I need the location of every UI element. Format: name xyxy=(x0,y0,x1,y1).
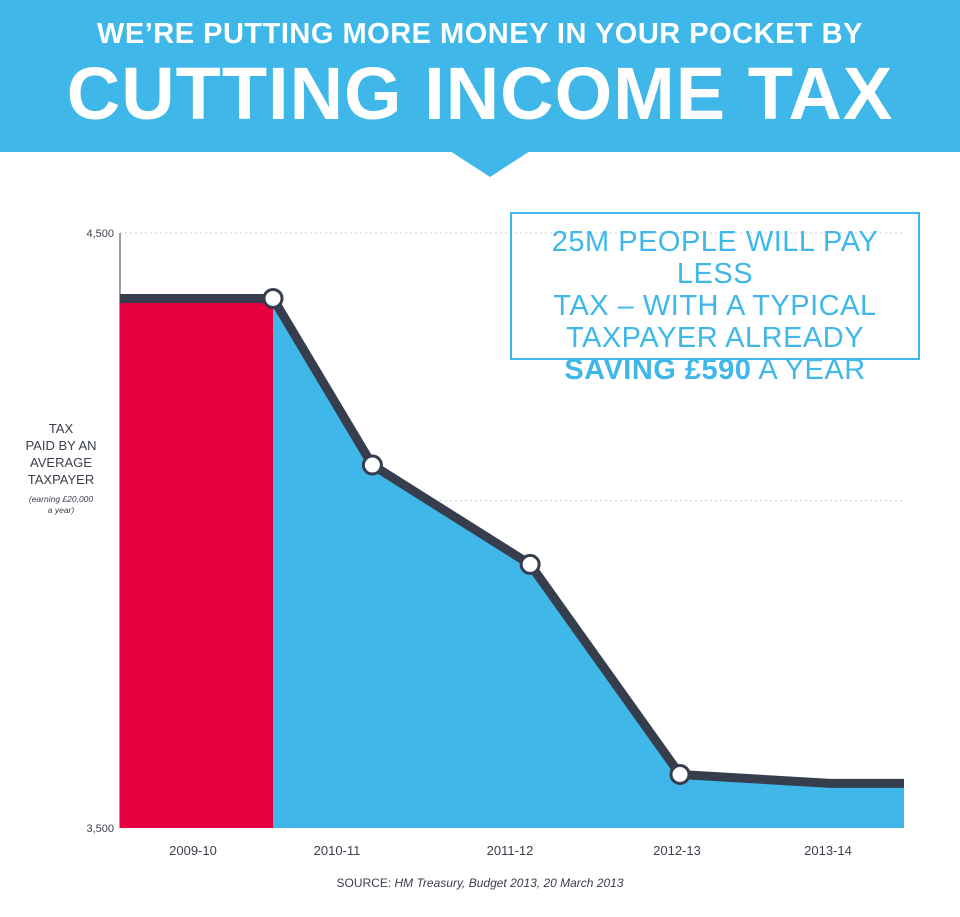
header-subtitle: WE’RE PUTTING MORE MONEY IN YOUR POCKET … xyxy=(97,18,863,50)
savings-callout: 25M PEOPLE WILL PAY LESS TAX – WITH A TY… xyxy=(510,212,920,386)
y-tick-label: 4,500 xyxy=(86,228,114,240)
source-note: SOURCE: HM Treasury, Budget 2013, 20 Mar… xyxy=(0,876,960,890)
source-prefix: SOURCE: xyxy=(336,876,395,890)
y-axis-label: TAX PAID BY AN AVERAGE TAXPAYER xyxy=(25,421,97,487)
header-banner-pointer xyxy=(450,151,530,177)
data-point-2 xyxy=(519,553,541,575)
area-fill xyxy=(120,298,904,828)
data-point-0 xyxy=(262,287,284,309)
y-tick-label: 3,500 xyxy=(86,823,114,835)
x-tick-label: 2011-12 xyxy=(487,843,534,858)
highlight-bar-2009-10 xyxy=(120,298,274,828)
header-title: CUTTING INCOME TAX xyxy=(66,52,894,135)
x-tick-label: 2009-10 xyxy=(169,843,217,858)
x-tick-label: 2013-14 xyxy=(804,843,852,858)
source-publication: HM Treasury, Budget 2013, 20 March 2013 xyxy=(394,876,624,890)
data-point-1 xyxy=(361,454,383,476)
callout-line-2: TAX – WITH A TYPICAL xyxy=(553,290,877,322)
callout-line-3: TAXPAYER ALREADY xyxy=(565,322,865,354)
callout-line-4: SAVING £590 A YEAR xyxy=(512,354,918,386)
callout-tail: A YEAR xyxy=(751,354,866,386)
callout-line-1: 25M PEOPLE WILL PAY LESS xyxy=(551,226,879,290)
callout-highlight: SAVING £590 xyxy=(564,354,752,386)
y-axis-label-note: (earning £20,000 a year) xyxy=(28,494,94,515)
x-tick-label: 2012-13 xyxy=(653,843,701,858)
data-point-3 xyxy=(669,763,691,785)
x-tick-label: 2010-11 xyxy=(314,843,361,858)
header-banner xyxy=(0,0,960,152)
